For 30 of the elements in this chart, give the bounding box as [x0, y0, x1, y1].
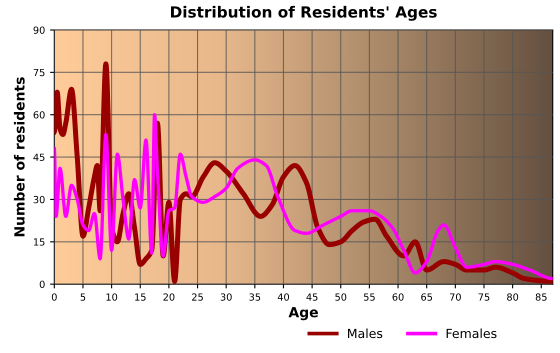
x-tick-label: 15	[135, 293, 146, 301]
x-tick-label: 70	[450, 293, 461, 301]
y-tick-label: 0	[40, 280, 45, 288]
x-tick-label: 5	[80, 293, 86, 301]
x-tick-label: 60	[392, 293, 404, 301]
x-tick-label: 85	[536, 293, 547, 301]
y-tick-label: 90	[34, 26, 45, 34]
legend-label: Males	[348, 328, 382, 338]
x-tick-label: 75	[478, 293, 490, 301]
x-tick-label: 55	[364, 293, 375, 301]
legend-label: Females	[446, 328, 497, 338]
x-axis-title: Age	[288, 307, 318, 320]
x-tick-label: 10	[106, 293, 118, 301]
y-tick-label: 30	[34, 196, 45, 204]
x-tick-label: 0	[52, 293, 57, 301]
y-tick-label: 60	[34, 111, 45, 119]
x-tick-label: 30	[220, 293, 232, 301]
y-tick-label: 75	[34, 68, 44, 76]
x-tick-label: 50	[335, 293, 346, 301]
x-tick-label: 40	[278, 293, 290, 301]
x-tick-label: 20	[163, 293, 174, 301]
x-tick-label: 35	[249, 293, 260, 301]
y-tick-label: 45	[33, 154, 44, 161]
x-tick-label: 80	[507, 293, 518, 301]
x-tick-label: 25	[192, 293, 203, 301]
y-tick-label: 15	[34, 238, 44, 246]
chart-title: Distribution of Residents' Ages	[171, 6, 437, 21]
x-tick-label: 45	[306, 293, 318, 301]
x-tick-label: 65	[421, 293, 432, 301]
y-axis-title: Number of residents	[14, 77, 25, 236]
